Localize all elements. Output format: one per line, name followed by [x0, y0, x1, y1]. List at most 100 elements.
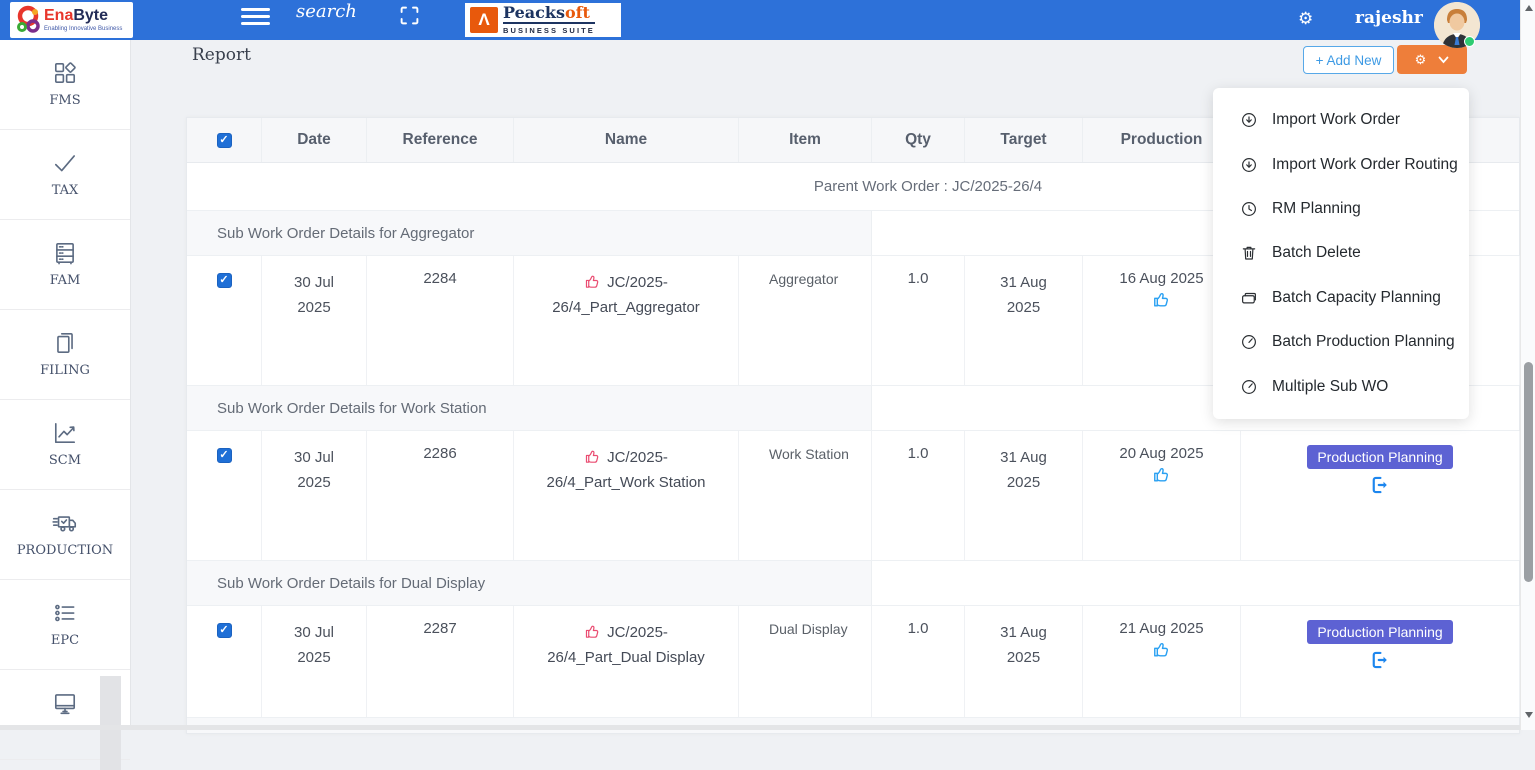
production-planning-button[interactable]: Production Planning	[1307, 445, 1453, 469]
sidebar-item-epc[interactable]: EPC	[0, 580, 130, 670]
production-planning-button[interactable]: Production Planning	[1307, 620, 1453, 644]
target-cell: 31 Aug 2025	[965, 256, 1083, 385]
clock-icon	[1242, 201, 1256, 216]
row-checkbox-cell: ✓	[187, 256, 262, 385]
scroll-down-arrow-icon[interactable]	[1524, 712, 1533, 718]
sidebar-item-filing[interactable]: FILING	[0, 310, 130, 400]
gauge-icon	[1242, 379, 1256, 394]
work-order-name-link[interactable]: JC/2025-26/4_Part_Aggregator	[552, 274, 700, 316]
menu-item-import-work-order[interactable]: Import Work Order	[1213, 98, 1469, 142]
reference-cell: 2287	[367, 606, 514, 717]
item-cell: Dual Display	[739, 606, 872, 717]
table-row: ✓ 30 Jul 2025 2286 JC/2025-26/4_Part_Wor…	[187, 431, 1520, 561]
table-row: ✓ 30 Jul 2025 2284 JC/2025-26/4_Part_Agg…	[187, 256, 1520, 386]
column-header-qty: Qty	[872, 118, 965, 162]
checkmark-icon	[54, 155, 76, 172]
chevron-down-icon	[1438, 56, 1449, 63]
grid-icon	[54, 62, 76, 84]
brand-tagline: Enabling Innovative Business	[44, 26, 123, 32]
qty-cell: 1.0	[872, 431, 965, 560]
qty-cell: 1.0	[872, 256, 965, 385]
column-header-target: Target	[965, 118, 1083, 162]
documents-icon	[57, 332, 73, 354]
sidebar-item-production[interactable]: PRODUCTION	[0, 490, 130, 580]
username-label[interactable]: rajeshr	[1355, 8, 1423, 28]
select-all-checkbox[interactable]: ✓	[216, 132, 232, 148]
menu-toggle-icon[interactable]	[241, 8, 270, 30]
qty-cell: 1.0	[872, 606, 965, 717]
gauge-icon	[1242, 335, 1256, 350]
menu-item-batch-delete[interactable]: Batch Delete	[1213, 231, 1469, 275]
actions-dropdown-menu: Import Work Order Import Work Order Rout…	[1213, 88, 1469, 419]
reference-cell: 2284	[367, 256, 514, 385]
date-cell: 30 Jul 2025	[262, 431, 367, 560]
work-order-name-link[interactable]: JC/2025-26/4_Part_Dual Display	[547, 624, 705, 666]
download-circle-icon	[1242, 157, 1256, 172]
thumb-up-icon[interactable]	[1152, 290, 1171, 309]
thumb-up-icon[interactable]	[584, 448, 601, 465]
thumb-up-icon[interactable]	[584, 623, 601, 640]
settings-gear-icon[interactable]: ⚙	[1298, 9, 1314, 28]
vertical-scrollbar[interactable]	[1520, 0, 1535, 730]
truck-icon	[52, 516, 77, 532]
name-cell: JC/2025-26/4_Part_Work Station	[514, 431, 739, 560]
production-cell: 20 Aug 2025	[1083, 431, 1241, 560]
download-circle-icon	[1242, 113, 1256, 128]
row-checkbox[interactable]: ✓	[216, 273, 232, 288]
column-header-date: Date	[262, 118, 367, 162]
row-checkbox-cell: ✓	[187, 606, 262, 717]
menu-item-batch-capacity-planning[interactable]: Batch Capacity Planning	[1213, 276, 1469, 320]
action-cell: Production Planning	[1241, 606, 1520, 717]
add-new-button[interactable]: + Add New	[1303, 46, 1394, 74]
column-header-name: Name	[514, 118, 739, 162]
thumb-up-icon[interactable]	[1152, 465, 1171, 484]
sidebar-item-fam[interactable]: FAM	[0, 220, 130, 310]
header-checkbox-cell: ✓	[187, 118, 262, 162]
target-cell: 31 Aug 2025	[965, 606, 1083, 717]
scrollbar-thumb[interactable]	[1523, 362, 1533, 582]
actions-split-button[interactable]: ⚙	[1397, 45, 1467, 74]
name-cell: JC/2025-26/4_Part_Dual Display	[514, 606, 739, 717]
section-header-dual-display: Sub Work Order Details for Dual Display	[187, 561, 1519, 606]
scroll-up-arrow-icon[interactable]	[1524, 5, 1533, 11]
date-cell: 30 Jul 2025	[262, 606, 367, 717]
horizontal-scrollbar[interactable]	[0, 725, 1520, 730]
row-checkbox[interactable]: ✓	[216, 623, 232, 638]
target-cell: 31 Aug 2025	[965, 431, 1083, 560]
search-link[interactable]: search	[296, 1, 357, 22]
export-icon[interactable]	[1370, 475, 1390, 495]
reference-cell: 2286	[367, 431, 514, 560]
sidebar-item-fms[interactable]: FMS	[0, 40, 130, 130]
column-header-item: Item	[739, 118, 872, 162]
sidebar-scrollbar[interactable]	[100, 676, 121, 770]
top-navigation-bar: EnaByte Enabling Innovative Business sea…	[0, 0, 1520, 40]
name-cell: JC/2025-26/4_Part_Aggregator	[514, 256, 739, 385]
thumb-up-icon[interactable]	[584, 273, 601, 290]
brand-name: EnaByte	[44, 7, 109, 24]
menu-item-multiple-sub-wo[interactable]: Multiple Sub WO	[1213, 364, 1469, 408]
menu-item-batch-production-planning[interactable]: Batch Production Planning	[1213, 320, 1469, 364]
item-cell: Aggregator	[739, 256, 872, 385]
table-row: ✓ 30 Jul 2025 2287 JC/2025-26/4_Part_Dua…	[187, 606, 1520, 718]
work-order-name-link[interactable]: JC/2025-26/4_Part_Work Station	[546, 449, 706, 491]
parent-work-order-row: Parent Work Order : JC/2025-26/4	[187, 163, 1519, 211]
gear-icon: ⚙	[1414, 51, 1427, 67]
cabinet-icon	[56, 242, 74, 265]
monitor-icon	[54, 694, 76, 715]
page-title: Report	[192, 45, 251, 65]
enabyte-logo[interactable]: EnaByte Enabling Innovative Business	[10, 2, 133, 38]
row-checkbox[interactable]: ✓	[216, 448, 232, 463]
peacksoft-subtitle: BUSINESS SUITE	[503, 26, 595, 35]
peacksoft-name: Peacksoft	[503, 5, 595, 24]
peacksoft-logo[interactable]: Λ Peacksoft BUSINESS SUITE	[465, 3, 621, 37]
export-icon[interactable]	[1370, 650, 1390, 670]
menu-item-rm-planning[interactable]: RM Planning	[1213, 187, 1469, 231]
fullscreen-icon[interactable]	[399, 5, 420, 26]
date-cell: 30 Jul 2025	[262, 256, 367, 385]
action-cell	[1241, 256, 1520, 385]
line-chart-icon	[54, 422, 76, 444]
thumb-up-icon[interactable]	[1152, 640, 1171, 659]
sidebar-item-tax[interactable]: TAX	[0, 130, 130, 220]
sidebar-item-scm[interactable]: SCM	[0, 400, 130, 490]
menu-item-import-work-order-routing[interactable]: Import Work Order Routing	[1213, 142, 1469, 186]
